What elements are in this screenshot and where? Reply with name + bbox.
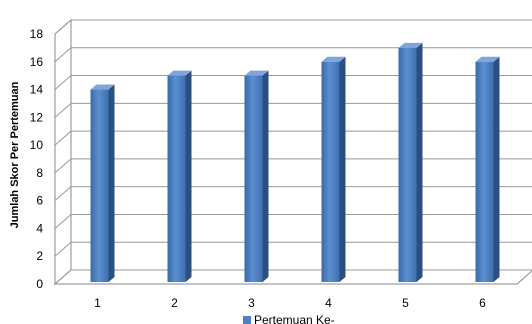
- back-wall: [70, 19, 532, 271]
- gridline: [54, 241, 532, 257]
- gridline: [54, 269, 532, 285]
- x-tick-label: 5: [402, 296, 409, 310]
- bar-top: [167, 70, 192, 76]
- y-tick-label: 0: [36, 277, 43, 291]
- bar: [244, 70, 269, 283]
- bar-side: [185, 70, 192, 283]
- bar-front: [244, 75, 263, 283]
- bar: [475, 56, 500, 283]
- bar-side: [493, 56, 500, 283]
- legend-swatch: [243, 316, 251, 324]
- bar: [398, 42, 423, 283]
- y-tick-label: 10: [30, 138, 44, 152]
- gridline: [54, 19, 532, 35]
- gridline: [54, 186, 532, 202]
- gridlines: [54, 19, 532, 285]
- bar-top: [90, 84, 115, 90]
- bar-front: [475, 61, 494, 283]
- legend-label: Pertemuan Ke-: [254, 313, 335, 324]
- bar-top: [321, 56, 346, 62]
- gridline: [54, 75, 532, 90]
- bar-side: [339, 56, 346, 283]
- x-axis-ticks: 1 2 3 4 5 6: [94, 296, 486, 310]
- bar-front: [167, 75, 186, 283]
- chart-walls: [53, 18, 532, 286]
- gridline: [54, 158, 532, 174]
- bar-front: [90, 89, 109, 282]
- y-axis-ticks: 0 2 4 6 8 10 12 14 16 18: [30, 27, 44, 291]
- bar: [90, 84, 115, 282]
- bar-side: [416, 42, 423, 283]
- y-tick-label: 18: [30, 27, 44, 41]
- y-tick-label: 14: [30, 83, 44, 97]
- gridline: [54, 102, 532, 118]
- y-tick-label: 12: [30, 110, 44, 124]
- legend: Pertemuan Ke-: [243, 313, 335, 324]
- x-tick-label: 3: [248, 296, 255, 310]
- floor: [53, 269, 532, 285]
- x-tick-label: 2: [171, 296, 178, 310]
- x-tick-label: 1: [94, 296, 101, 310]
- y-axis-label: Jumlah Skor Per Pertemuan: [9, 81, 21, 228]
- bar-front: [398, 47, 417, 283]
- gridline: [54, 47, 532, 63]
- y-tick-label: 8: [36, 166, 43, 180]
- gridline: [54, 130, 532, 146]
- y-tick-label: 6: [36, 194, 43, 208]
- y-tick-label: 4: [36, 221, 43, 235]
- bar-side: [262, 70, 269, 283]
- gridline: [54, 213, 532, 229]
- bar-top: [244, 70, 269, 76]
- x-tick-label: 4: [325, 296, 332, 310]
- bar: [167, 70, 192, 283]
- bars: [90, 42, 500, 283]
- bar-top: [398, 42, 423, 48]
- y-tick-label: 16: [30, 55, 44, 69]
- bar-top: [475, 56, 500, 62]
- x-tick-label: 6: [479, 296, 486, 310]
- y-tick-label: 2: [36, 249, 43, 263]
- bar: [321, 56, 346, 283]
- bar-side: [108, 84, 115, 282]
- bar-front: [321, 61, 340, 283]
